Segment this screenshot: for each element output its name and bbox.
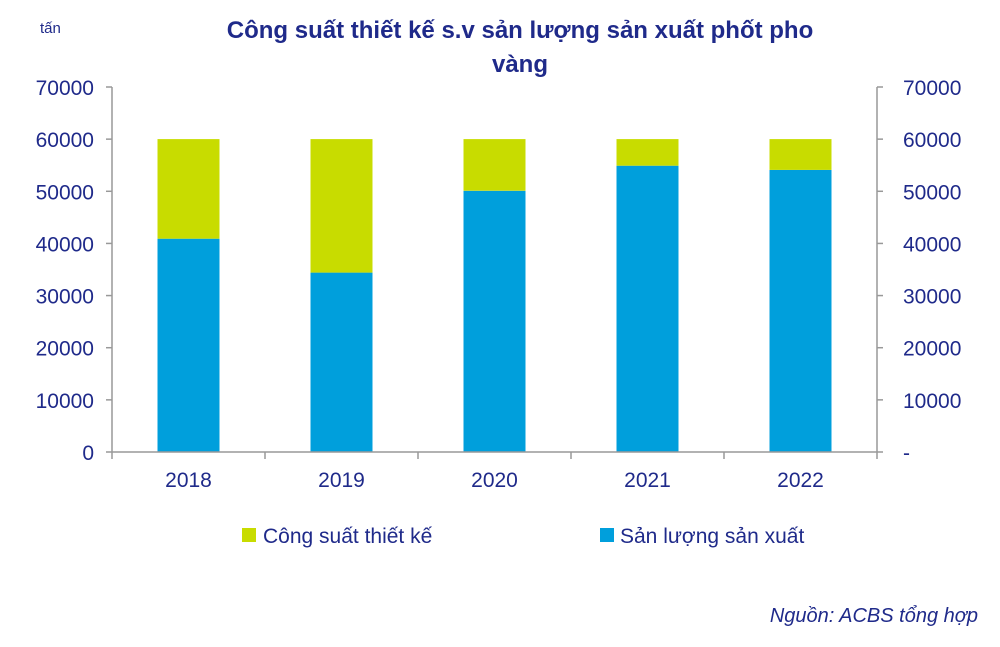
left-tick-label: 70000 <box>36 77 94 100</box>
chart-title-line-2: vàng <box>492 51 548 78</box>
legend: Công suất thiết kế Sản lượng sản xuất <box>242 525 804 548</box>
right-tick-label: 60000 <box>903 129 961 152</box>
bar-cong-suat-2020 <box>463 139 526 191</box>
bar-cong-suat-2021 <box>616 139 679 166</box>
bar-san-luong-2020 <box>463 190 526 453</box>
left-tick-label: 20000 <box>36 338 94 361</box>
x-axis: 2018 2019 2020 2021 2022 <box>111 451 878 492</box>
right-tick-label: 10000 <box>903 390 961 413</box>
x-tick-label: 2021 <box>624 469 671 492</box>
legend-label-cong-suat: Công suất thiết kế <box>263 525 433 548</box>
right-y-axis: - 10000 20000 30000 40000 50000 60000 70000 <box>876 77 961 465</box>
left-y-axis: 0 10000 20000 30000 40000 50000 60000 70000 <box>36 77 113 465</box>
x-tick-label: 2019 <box>318 469 365 492</box>
x-tick-label: 2020 <box>471 469 518 492</box>
left-tick-label: 30000 <box>36 286 94 309</box>
right-tick-label: 40000 <box>903 233 961 256</box>
legend-label-san-luong: Sản lượng sản xuất <box>620 525 804 548</box>
bar-san-luong-2022 <box>769 169 832 452</box>
unit-label: tấn <box>40 20 61 37</box>
right-tick-label: 20000 <box>903 338 961 361</box>
bar-cong-suat-2019 <box>310 139 373 273</box>
bar-san-luong-2021 <box>616 165 679 452</box>
legend-swatch-san-luong <box>600 528 614 542</box>
legend-swatch-cong-suat <box>242 528 256 542</box>
right-tick-label: 50000 <box>903 181 961 204</box>
bar-san-luong-2019 <box>310 272 373 452</box>
x-tick-label: 2022 <box>777 469 824 492</box>
left-tick-label: 50000 <box>36 181 94 204</box>
bar-cong-suat-2018 <box>157 139 220 239</box>
bar-san-luong-2018 <box>157 238 220 452</box>
bar-cong-suat-2022 <box>769 139 832 170</box>
left-tick-label: 60000 <box>36 129 94 152</box>
right-tick-label: 30000 <box>903 286 961 309</box>
plot-area <box>157 139 832 453</box>
left-tick-label: 10000 <box>36 390 94 413</box>
left-tick-label: 40000 <box>36 233 94 256</box>
right-tick-label: - <box>903 442 910 465</box>
chart-title-line-1: Công suất thiết kế s.v sản lượng sản xuấ… <box>227 17 814 44</box>
right-tick-label: 70000 <box>903 77 961 100</box>
source-note: Nguồn: ACBS tổng hợp <box>770 605 978 627</box>
x-tick-label: 2018 <box>165 469 212 492</box>
left-tick-label: 0 <box>82 442 94 465</box>
